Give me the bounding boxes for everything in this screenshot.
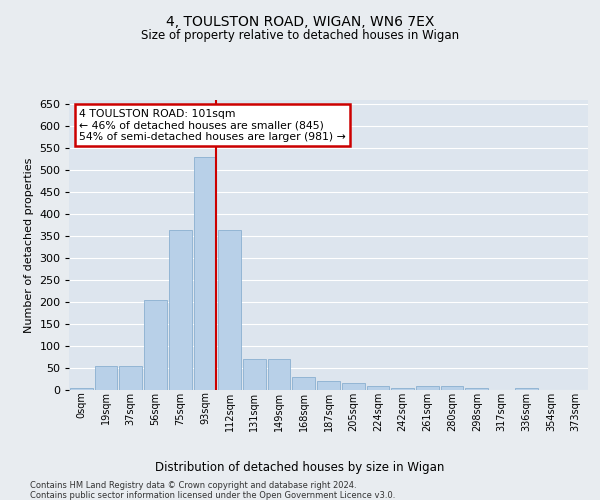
Bar (515, 388, 538, 390)
Bar (268, 359, 290, 390)
Bar (317, 381, 340, 390)
Bar (367, 386, 389, 390)
Bar (218, 230, 241, 390)
Bar (119, 366, 142, 390)
Bar (391, 388, 414, 390)
Bar (416, 386, 439, 390)
Text: Contains public sector information licensed under the Open Government Licence v3: Contains public sector information licen… (30, 490, 395, 500)
Bar (243, 359, 266, 390)
Bar (95, 366, 118, 390)
Bar (342, 384, 365, 390)
Bar (169, 230, 191, 390)
Bar (144, 300, 167, 390)
Bar (441, 386, 463, 390)
Text: 4, TOULSTON ROAD, WIGAN, WN6 7EX: 4, TOULSTON ROAD, WIGAN, WN6 7EX (166, 16, 434, 30)
Bar (292, 377, 315, 390)
Text: Contains HM Land Registry data © Crown copyright and database right 2024.: Contains HM Land Registry data © Crown c… (30, 482, 356, 490)
Bar (466, 388, 488, 390)
Text: 4 TOULSTON ROAD: 101sqm
← 46% of detached houses are smaller (845)
54% of semi-d: 4 TOULSTON ROAD: 101sqm ← 46% of detache… (79, 108, 346, 142)
Bar (70, 388, 93, 390)
Bar (194, 157, 216, 390)
Y-axis label: Number of detached properties: Number of detached properties (24, 158, 34, 332)
Text: Distribution of detached houses by size in Wigan: Distribution of detached houses by size … (155, 461, 445, 474)
Text: Size of property relative to detached houses in Wigan: Size of property relative to detached ho… (141, 30, 459, 43)
